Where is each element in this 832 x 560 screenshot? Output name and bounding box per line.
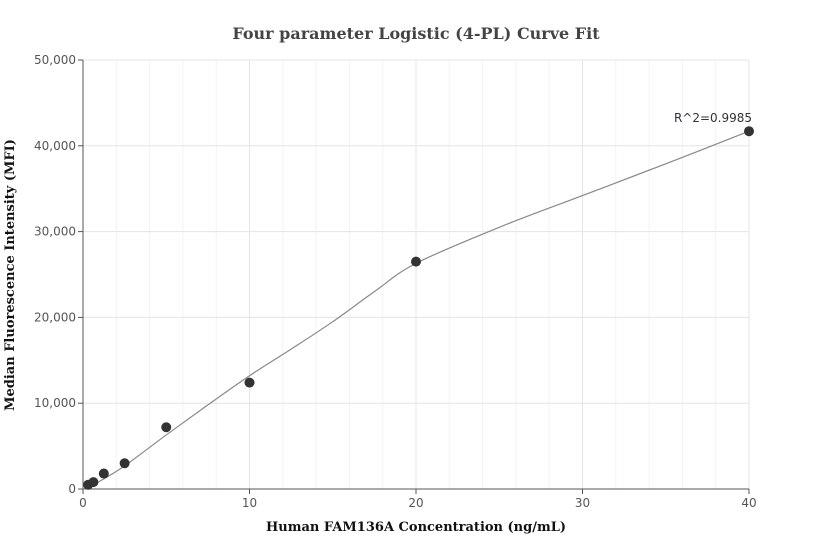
data-point bbox=[119, 458, 130, 469]
r-squared-annotation: R^2=0.9985 bbox=[674, 111, 752, 125]
x-tick-label: 40 bbox=[741, 496, 756, 510]
y-tick-label: 0 bbox=[68, 482, 76, 496]
tick-labels: 0 10 20 30 40 0 10,000 20,000 30,000 40,000 50,000 bbox=[34, 53, 757, 510]
data-point bbox=[98, 468, 109, 479]
gridlines bbox=[83, 59, 750, 489]
data-points bbox=[83, 126, 754, 490]
data-point bbox=[161, 422, 172, 433]
y-tick-label: 50,000 bbox=[34, 53, 76, 67]
x-tick-label: 0 bbox=[79, 496, 87, 510]
x-axis-title: Human FAM136A Concentration (ng/mL) bbox=[266, 520, 566, 535]
data-point bbox=[411, 256, 421, 267]
x-tick-label: 30 bbox=[575, 496, 590, 510]
y-tick-label: 20,000 bbox=[34, 310, 76, 324]
data-point bbox=[244, 377, 255, 388]
x-tick-label: 10 bbox=[242, 496, 257, 510]
x-tick-label: 20 bbox=[408, 496, 423, 510]
y-axis-title: Median Fluorescence Intensity (MFI) bbox=[3, 139, 18, 411]
annotations: R^2=0.9985 bbox=[674, 111, 752, 125]
fit-curve-line bbox=[82, 130, 750, 490]
y-tick-label: 30,000 bbox=[34, 225, 76, 239]
chart-title: Four parameter Logistic (4-PL) Curve Fit bbox=[232, 24, 600, 43]
axes bbox=[78, 59, 750, 494]
y-tick-label: 10,000 bbox=[34, 396, 76, 410]
data-point bbox=[88, 477, 99, 488]
data-point bbox=[744, 126, 754, 137]
y-tick-label: 40,000 bbox=[34, 139, 76, 153]
